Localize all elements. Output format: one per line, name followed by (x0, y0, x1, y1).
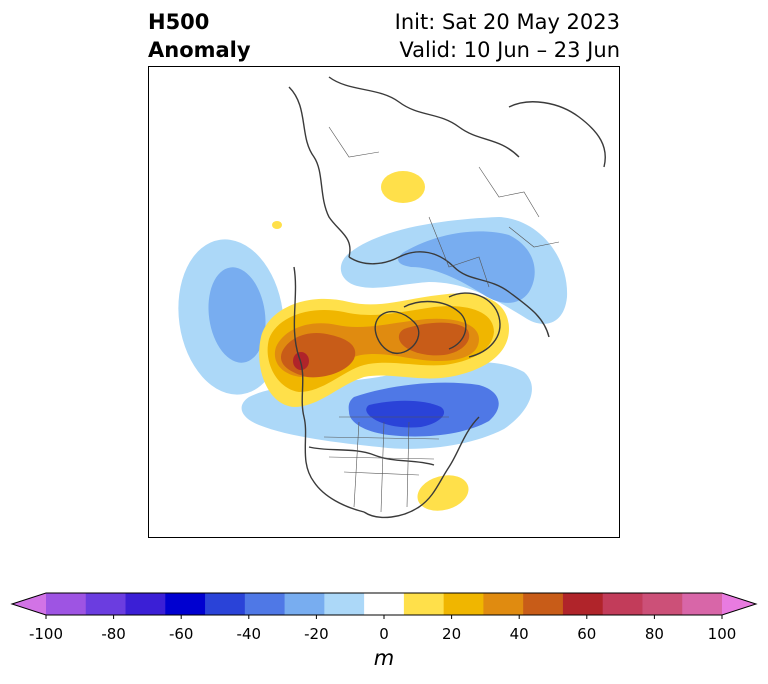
units-label: m (373, 646, 395, 670)
anomaly-small-positive (272, 221, 282, 229)
colorbar-segment (443, 593, 484, 615)
coastlines (288, 76, 606, 519)
variable-label: H500 (148, 10, 210, 34)
colorbar-segment (125, 593, 166, 615)
colorbar-segment (244, 593, 286, 615)
colorbar-extend-max (722, 593, 756, 615)
anomaly-ne-pacific (178, 239, 284, 395)
anomaly-map (178, 76, 606, 519)
colorbar-segment (602, 593, 643, 615)
map-title-left: H500 Anomaly (148, 8, 251, 64)
colorbar-segment (682, 593, 723, 615)
colorbar-tick-label: -60 (168, 625, 194, 643)
colorbar-tick-label: 80 (644, 625, 664, 643)
colorbar-tick-label: -80 (101, 625, 126, 643)
anomaly-atlantic-positive (417, 475, 469, 511)
colorbar-tick-label: -20 (304, 625, 329, 643)
colorbar-segment (165, 593, 206, 615)
colorbar-tick-label: 40 (509, 625, 529, 643)
colorbar-segment (85, 593, 127, 615)
field-label: Anomaly (148, 38, 251, 62)
map-panel (148, 66, 620, 538)
colorbar-segment (46, 593, 87, 615)
colorbar-tick-label: 0 (379, 625, 389, 643)
colorbar-tick-label: -40 (236, 625, 262, 643)
anomaly-scandinavia (340, 217, 568, 324)
colorbar-segment (562, 593, 604, 615)
political-borders (323, 126, 560, 513)
colorbar-segment (483, 593, 524, 615)
colorbar-tick-label: 100 (707, 625, 737, 643)
colorbar-segment (364, 593, 405, 615)
anomaly-arctic-positive (381, 171, 425, 203)
colorbar-tick-label: -100 (28, 625, 64, 643)
colorbar-tick-label: 60 (577, 625, 597, 643)
colorbar (10, 592, 758, 619)
anomaly-ridge (259, 293, 509, 407)
map-title-right: Init: Sat 20 May 2023 Valid: 10 Jun – 23… (395, 8, 620, 64)
colorbar-segment (205, 593, 246, 615)
colorbar-extend-min (12, 593, 46, 615)
colorbar-segment (324, 593, 365, 615)
colorbar-tick-label: 20 (442, 625, 462, 643)
colorbar-segment (403, 593, 445, 615)
colorbar-segment (642, 593, 683, 615)
init-label: Init: Sat 20 May 2023 (394, 10, 620, 34)
colorbar-segment (523, 593, 564, 615)
valid-label: Valid: 10 Jun – 23 Jun (399, 38, 620, 62)
colorbar-segment (284, 593, 325, 615)
